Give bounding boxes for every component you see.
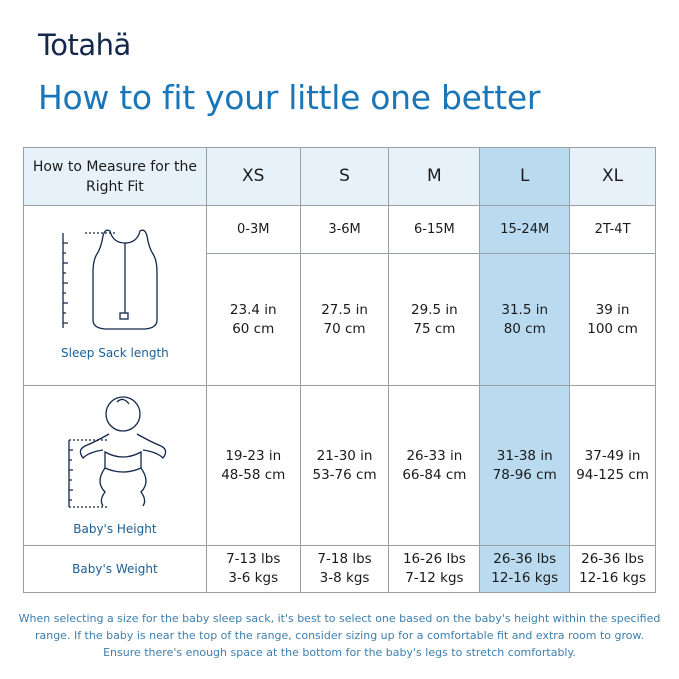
header-l: L bbox=[479, 147, 571, 206]
length-xl: 39 in 100 cm bbox=[569, 253, 656, 386]
header-xl: XL bbox=[569, 147, 656, 206]
length-l: 31.5 in 80 cm bbox=[479, 253, 571, 386]
baby-height-label: Baby's Height bbox=[73, 522, 157, 536]
age-xl: 2T-4T bbox=[569, 205, 656, 254]
brand-logo: Totahä bbox=[38, 28, 131, 62]
age-xs: 0-3M bbox=[205, 205, 301, 254]
sizing-note: When selecting a size for the baby sleep… bbox=[18, 612, 661, 659]
age-s: 3-6M bbox=[299, 205, 390, 254]
weight-l: 26-36 lbs 12-16 kgs bbox=[479, 545, 571, 593]
baby-height-cell: Baby's Height bbox=[23, 385, 207, 546]
height-xs: 19-23 in 48-58 cm bbox=[205, 385, 301, 546]
sleep-sack-length-label: Sleep Sack length bbox=[61, 346, 169, 360]
page-title: How to fit your little one better bbox=[38, 78, 541, 117]
height-s: 21-30 in 53-76 cm bbox=[299, 385, 390, 546]
baby-weight-label: Baby's Weight bbox=[23, 545, 207, 593]
header-s: S bbox=[299, 147, 390, 206]
age-m: 6-15M bbox=[388, 205, 481, 254]
header-xs: XS bbox=[205, 147, 301, 206]
length-m: 29.5 in 75 cm bbox=[388, 253, 481, 386]
sleep-sack-cell: Sleep Sack length bbox=[23, 205, 207, 386]
size-chart: How to Measure for the Right Fit XS S M … bbox=[23, 147, 656, 593]
sleep-sack-icon bbox=[62, 229, 158, 330]
height-xl: 37-49 in 94-125 cm bbox=[569, 385, 656, 546]
baby-icon bbox=[68, 396, 167, 508]
weight-xl: 26-36 lbs 12-16 kgs bbox=[569, 545, 656, 593]
length-xs: 23.4 in 60 cm bbox=[205, 253, 301, 386]
weight-m: 16-26 lbs 7-12 kgs bbox=[388, 545, 481, 593]
header-m: M bbox=[388, 147, 481, 206]
age-l: 15-24M bbox=[479, 205, 571, 254]
height-m: 26-33 in 66-84 cm bbox=[388, 385, 481, 546]
weight-xs: 7-13 lbs 3-6 kgs bbox=[205, 545, 301, 593]
length-s: 27.5 in 70 cm bbox=[299, 253, 390, 386]
height-l: 31-38 in 78-96 cm bbox=[479, 385, 571, 546]
weight-s: 7-18 lbs 3-8 kgs bbox=[299, 545, 390, 593]
header-measure: How to Measure for the Right Fit bbox=[23, 147, 207, 206]
